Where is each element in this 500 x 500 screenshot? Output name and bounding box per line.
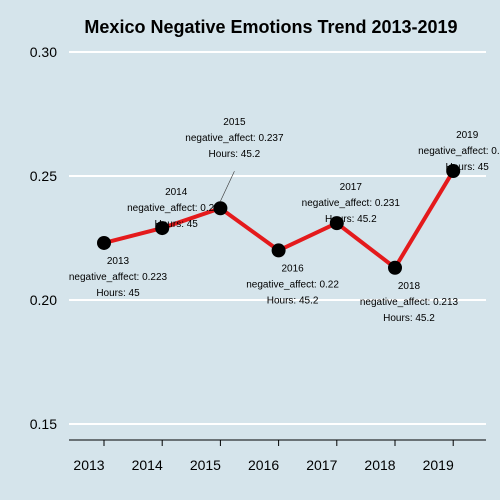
x-tick-label: 2015 <box>190 457 221 473</box>
x-tick-label: 2018 <box>364 457 395 473</box>
x-tick-label: 2013 <box>73 457 104 473</box>
data-label-year: 2016 <box>281 263 304 274</box>
data-label-metric: negative_affect: 0.237 <box>185 133 284 144</box>
y-tick-label: 0.20 <box>30 292 57 308</box>
data-label-metric: negative_affect: 0.231 <box>302 198 401 209</box>
y-tick-label: 0.25 <box>30 168 57 184</box>
data-label-year: 2019 <box>456 130 479 141</box>
data-label-2014: 2014 negative_affect: 0.229 Hours: 45 <box>127 187 226 230</box>
data-point-2017 <box>329 216 344 231</box>
data-label-hours: Hours: 45.2 <box>267 295 319 306</box>
x-tick-label: 2016 <box>248 457 279 473</box>
data-label-hours: Hours: 45.2 <box>325 214 377 225</box>
data-label-metric: negative_affect: 0.252 <box>418 146 500 157</box>
data-label-year: 2017 <box>340 182 363 193</box>
data-label-year: 2018 <box>398 281 421 292</box>
data-point-2016 <box>271 243 286 258</box>
x-tick-label: 2019 <box>423 457 454 473</box>
data-point-2018 <box>388 260 402 275</box>
y-tick-label: 0.15 <box>30 416 57 432</box>
data-label-2017: 2017 negative_affect: 0.231 Hours: 45.2 <box>302 182 401 225</box>
data-label-2016: 2016 negative_affect: 0.22 Hours: 45.2 <box>246 263 339 306</box>
y-tick-label: 0.30 <box>30 44 57 60</box>
grid <box>69 51 486 425</box>
data-label-hours: Hours: 45.2 <box>383 313 435 324</box>
data-label-2015: 2015 negative_affect: 0.237 Hours: 45.2 <box>185 117 284 202</box>
data-point-2013 <box>97 235 111 250</box>
data-label-hours: Hours: 45 <box>155 219 199 230</box>
data-label-leader <box>220 171 235 202</box>
data-label-hours: Hours: 45.2 <box>209 149 261 160</box>
chart-title: Mexico Negative Emotions Trend 2013-2019 <box>84 17 457 37</box>
x-axis-ticks: 2013 2014 2015 2016 2017 2018 2019 <box>73 440 454 473</box>
data-point-2014 <box>155 221 170 236</box>
data-label-year: 2015 <box>223 117 246 128</box>
x-tick-label: 2014 <box>132 457 163 473</box>
data-point-2019 <box>446 164 461 179</box>
data-label-metric: negative_affect: 0.223 <box>69 272 168 283</box>
data-label-metric: negative_affect: 0.213 <box>360 297 459 308</box>
data-labels: 2013 negative_affect: 0.223 Hours: 45 2014 n… <box>69 117 500 324</box>
x-tick-label: 2017 <box>306 457 337 473</box>
y-axis-ticks: 0.15 0.20 0.25 0.30 <box>30 44 57 432</box>
data-label-2013: 2013 negative_affect: 0.223 Hours: 45 <box>69 256 168 299</box>
data-label-year: 2014 <box>165 187 188 198</box>
data-label-2019: 2019 negative_affect: 0.252 Hours: 45 <box>418 130 500 173</box>
data-label-metric: negative_affect: 0.22 <box>246 279 339 290</box>
data-points <box>97 164 461 275</box>
data-label-hours: Hours: 45 <box>96 288 140 299</box>
data-label-year: 2013 <box>107 256 130 267</box>
data-label-2018: 2018 negative_affect: 0.213 Hours: 45.2 <box>360 281 459 324</box>
data-label-hours: Hours: 45 <box>446 162 490 173</box>
data-label-metric: negative_affect: 0.229 <box>127 203 226 214</box>
data-point-2015 <box>213 201 228 216</box>
